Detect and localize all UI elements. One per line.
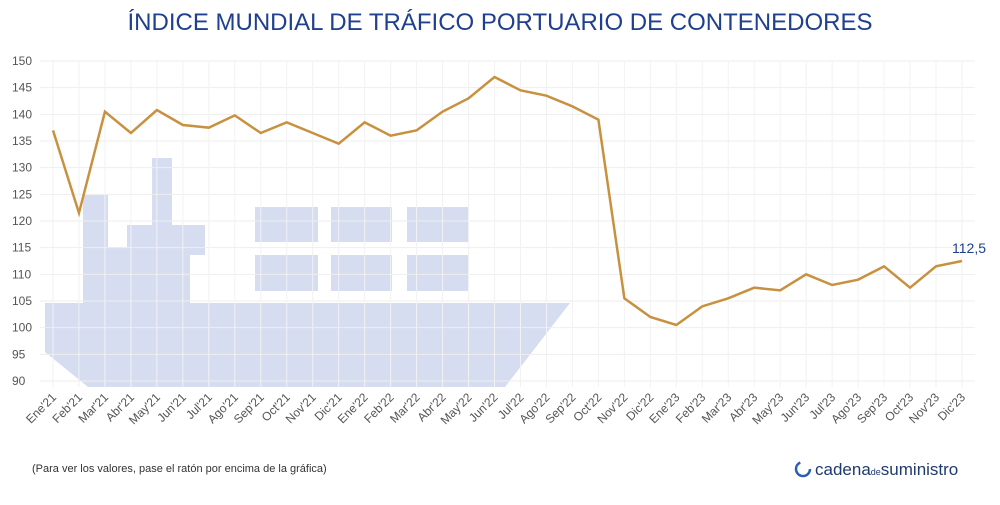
y-tick-label: 100 bbox=[12, 321, 32, 335]
x-tick-label: Sep'22 bbox=[542, 390, 578, 426]
x-tick-label: Jun'22 bbox=[466, 390, 501, 425]
x-tick-label: Nov'21 bbox=[283, 390, 319, 426]
note: (Para ver los valores, pase el ratón por… bbox=[32, 463, 327, 475]
x-tick-label: Nov'22 bbox=[594, 390, 630, 426]
y-tick-label: 125 bbox=[12, 187, 32, 201]
brand-logo bbox=[794, 460, 812, 478]
chart-title: ÍNDICE MUNDIAL DE TRÁFICO PORTUARIO DE C… bbox=[128, 9, 873, 36]
y-tick-label: 140 bbox=[12, 107, 32, 121]
x-tick-label: Dic'23 bbox=[935, 390, 968, 423]
data-label: 112,5 bbox=[952, 240, 986, 256]
brand: cadenadesuministro bbox=[815, 460, 958, 479]
x-tick-label: Sep'23 bbox=[854, 390, 890, 426]
x-tick-label: Mar'21 bbox=[75, 390, 111, 426]
y-tick-label: 150 bbox=[12, 54, 32, 68]
y-tick-label: 95 bbox=[12, 347, 26, 361]
x-tick-label: Sep'21 bbox=[231, 390, 267, 426]
x-tick-label: Mar'23 bbox=[699, 390, 735, 426]
x-tick-label: Nov'23 bbox=[906, 390, 942, 426]
y-tick-label: 115 bbox=[12, 241, 31, 255]
y-tick-label: 120 bbox=[12, 214, 32, 228]
x-tick-label: Jun'23 bbox=[778, 390, 813, 425]
y-tick-label: 135 bbox=[12, 134, 32, 148]
y-tick-label: 110 bbox=[12, 267, 31, 281]
ship-illustration bbox=[45, 158, 570, 387]
y-tick-label: 130 bbox=[12, 161, 32, 175]
x-tick-label: Mar'22 bbox=[387, 390, 423, 426]
line-series bbox=[51, 75, 963, 327]
y-tick-label: 145 bbox=[12, 81, 32, 95]
y-tick-label: 105 bbox=[12, 294, 32, 308]
y-tick-label: 90 bbox=[12, 374, 26, 388]
x-tick-label: Jun'21 bbox=[154, 390, 189, 425]
